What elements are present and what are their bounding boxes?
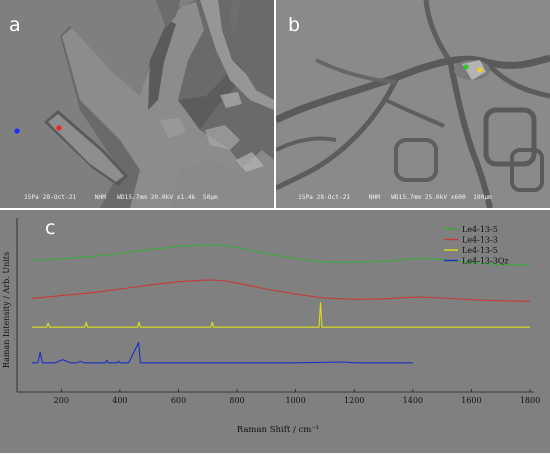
x-tick-label: 1000 <box>285 396 305 405</box>
y-axis-label: Raman Intensity / Arb. Units <box>2 252 11 368</box>
x-tick-label: 1200 <box>344 396 364 405</box>
x-tick-label: 1400 <box>403 396 423 405</box>
sem-info-scale-b: 100µm <box>473 194 492 201</box>
x-tick-label: 1800 <box>520 396 540 405</box>
x-tick-label: 1600 <box>461 396 481 405</box>
x-tick-label: 600 <box>171 396 186 405</box>
sem-micrograph-b <box>276 0 550 208</box>
analysis-point-green <box>463 64 469 70</box>
sem-info-date-a: 15Pa 28-Oct-21 <box>24 194 77 201</box>
sem-info-date-b: 15Pa 28-Oct-21 <box>298 194 351 201</box>
sem-micrograph-a <box>0 0 274 208</box>
x-ticks: 200 400 600 800 1000 1200 1400 1600 1800 <box>54 389 540 405</box>
analysis-point-red <box>56 125 62 131</box>
series-line-3 <box>32 302 530 328</box>
sem-info-params-b: WD15.7mm 25.0kV x600 <box>391 194 466 201</box>
sem-info-bar-b: 15Pa 28-Oct-21 NHM WD15.7mm 25.0kV x600 … <box>298 194 492 201</box>
x-tick-label: 400 <box>112 396 127 405</box>
panel-label-a: a <box>9 14 21 36</box>
sem-image-b: b 15Pa 28-Oct-21 NHM WD15.7mm 25.0kV x60… <box>276 0 550 208</box>
legend-label: Le4-13-5 <box>462 246 498 255</box>
series-lines <box>31 244 531 364</box>
raman-chart-svg: c Raman Intensity / Arb. Units Raman Shi… <box>0 210 550 453</box>
panel-label-c: c <box>45 217 55 239</box>
chart-background <box>0 210 550 453</box>
x-tick-label: 200 <box>54 396 69 405</box>
sem-info-bar-a: 15Pa 28-Oct-21 NHM WD15.7mm 20.0kV x1.4k… <box>24 194 218 201</box>
series-line-1 <box>31 244 531 266</box>
sem-info-org-b: NHM <box>368 194 380 201</box>
legend-label: Le4-13-5 <box>462 225 498 234</box>
raman-spectra-chart: c Raman Intensity / Arb. Units Raman Shi… <box>0 210 550 453</box>
legend-label: Le4-13-3 <box>462 236 498 245</box>
sem-info-org-a: NHM <box>94 194 106 201</box>
x-tick-label: 800 <box>229 396 244 405</box>
sem-info-scale-a: 50µm <box>202 194 218 201</box>
sem-image-a: a 15Pa 28-Oct-21 NHM WD15.7mm 20.0kV x1.… <box>0 0 274 208</box>
series-line-2 <box>31 279 531 302</box>
panel-label-b: b <box>288 14 301 36</box>
analysis-point-blue <box>14 128 20 134</box>
x-axis-label: Raman Shift / cm⁻¹ <box>237 425 320 435</box>
analysis-point-yellow <box>477 67 483 73</box>
legend-label: Le4-13-3Qz <box>462 257 509 266</box>
series-line-4 <box>32 342 413 364</box>
sem-info-params-a: WD15.7mm 20.0kV x1.4k <box>117 194 196 201</box>
